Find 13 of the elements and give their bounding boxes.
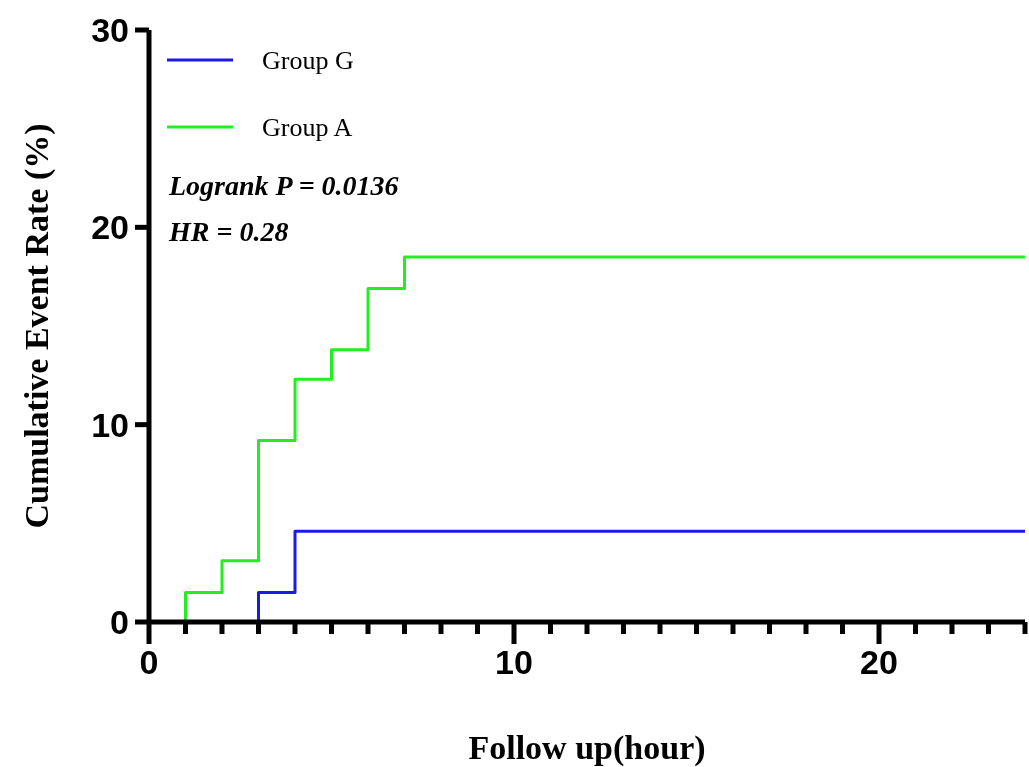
y-tick-label: 0 (110, 602, 129, 641)
x-tick-label: 20 (860, 643, 898, 681)
x-tick-label: 0 (139, 643, 159, 681)
y-tick-label: 10 (91, 405, 129, 444)
x-axis-title: Follow up(hour) (468, 729, 706, 767)
annotation: HR = 0.28 (168, 216, 289, 247)
y-axis-title: Cumulative Event Rate (%) (18, 123, 56, 529)
legend-label: Group G (262, 46, 354, 76)
x-tick-label: 10 (495, 643, 533, 681)
y-tick-label: 30 (91, 10, 129, 49)
annotation: Logrank P = 0.0136 (168, 170, 399, 201)
y-tick-label: 20 (91, 208, 129, 247)
legend-label: Group A (262, 113, 353, 143)
